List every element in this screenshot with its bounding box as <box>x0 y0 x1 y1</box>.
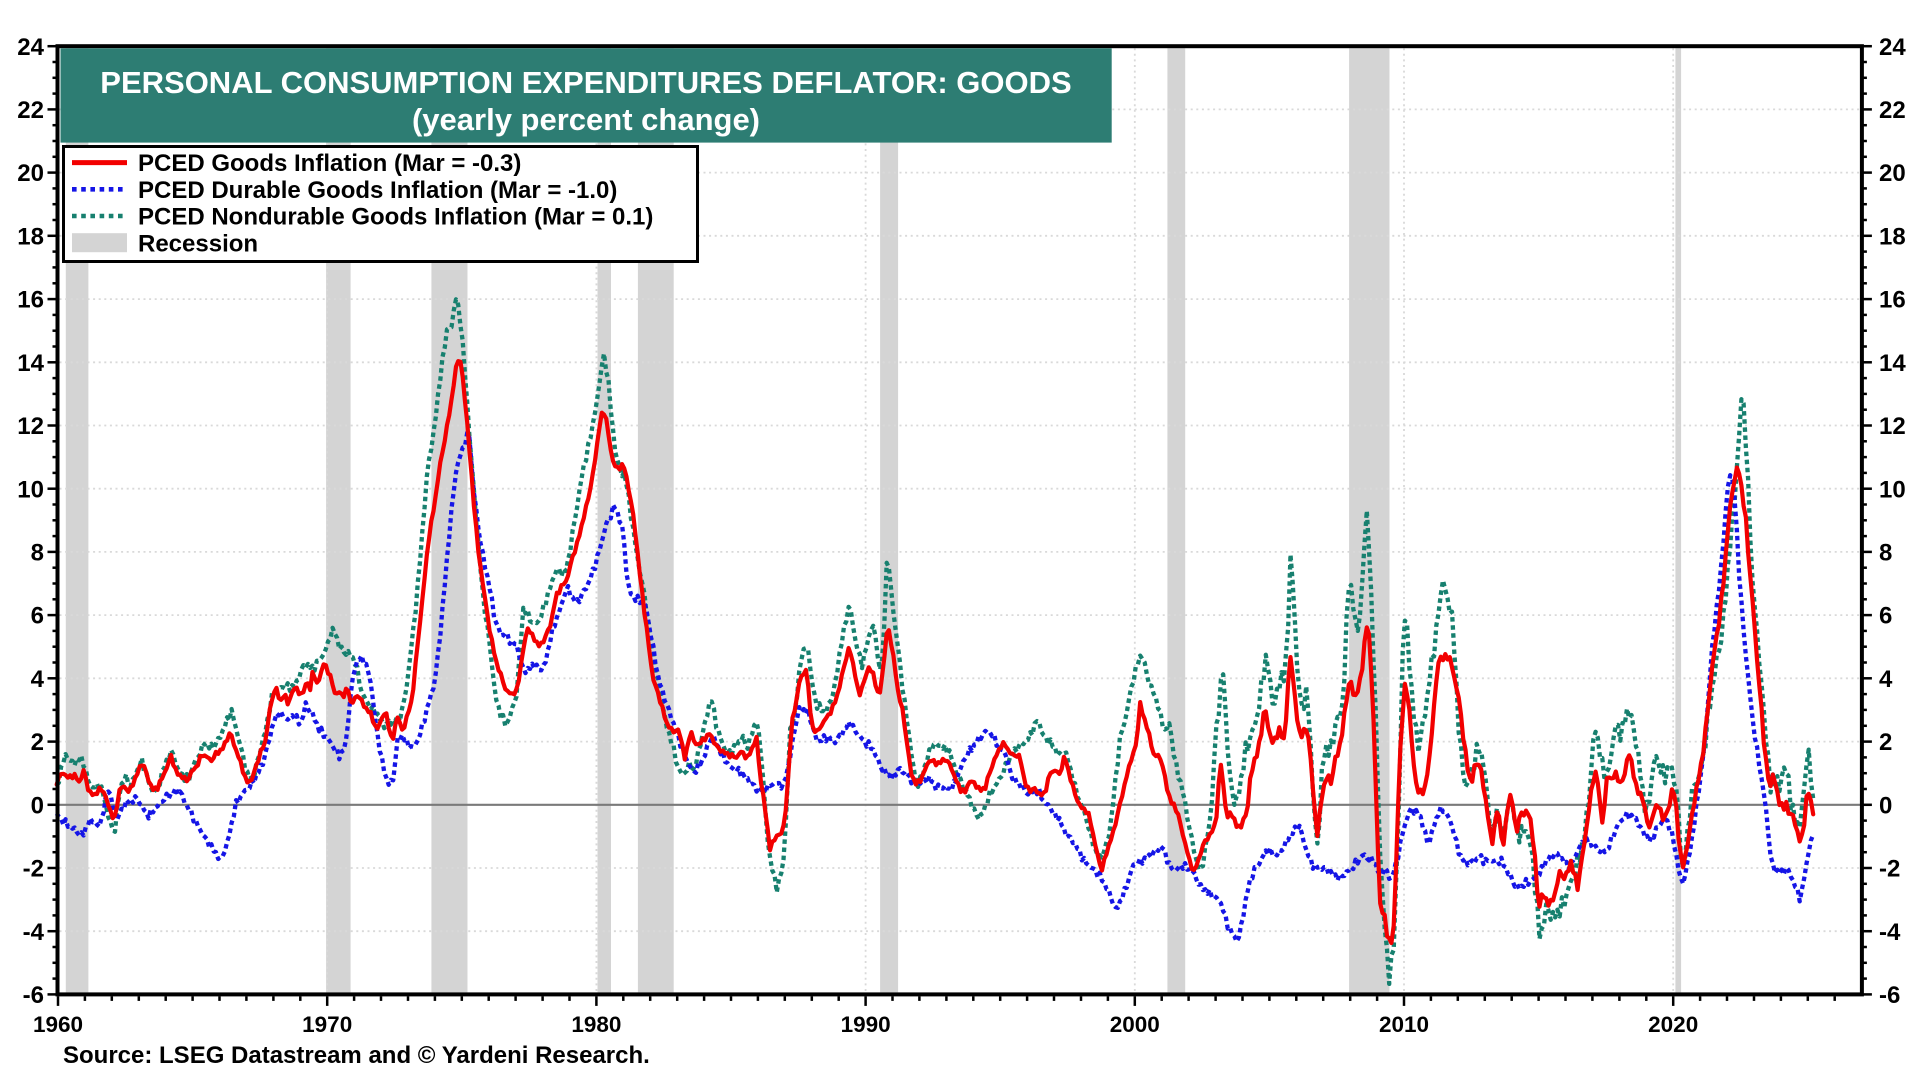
svg-text:8: 8 <box>1879 540 1892 567</box>
svg-text:4: 4 <box>1879 666 1893 693</box>
svg-text:14: 14 <box>17 350 44 377</box>
svg-text:16: 16 <box>17 287 44 314</box>
svg-text:PCED Durable Goods Inflation (: PCED Durable Goods Inflation (Mar = -1.0… <box>138 177 617 204</box>
svg-text:2: 2 <box>31 729 44 756</box>
svg-text:22: 22 <box>1879 97 1906 124</box>
svg-text:20: 20 <box>17 160 44 187</box>
svg-text:18: 18 <box>17 223 44 250</box>
svg-text:10: 10 <box>1879 476 1906 503</box>
svg-text:4: 4 <box>31 666 45 693</box>
svg-text:Source: LSEG Datastream and ©: Source: LSEG Datastream and © Yardeni Re… <box>63 1042 650 1069</box>
svg-text:-2: -2 <box>23 856 44 883</box>
svg-text:PCED Nondurable Goods Inflatio: PCED Nondurable Goods Inflation (Mar = 0… <box>138 204 653 231</box>
svg-text:14: 14 <box>1879 350 1906 377</box>
svg-text:8: 8 <box>31 540 44 567</box>
svg-text:20: 20 <box>1879 160 1906 187</box>
svg-text:-4: -4 <box>23 919 45 946</box>
svg-text:10: 10 <box>17 476 44 503</box>
svg-text:22: 22 <box>17 97 44 124</box>
svg-text:2000: 2000 <box>1110 1012 1160 1037</box>
svg-text:12: 12 <box>17 413 44 440</box>
svg-text:1970: 1970 <box>302 1012 352 1037</box>
svg-text:6: 6 <box>1879 603 1892 630</box>
svg-text:Recession: Recession <box>138 230 258 257</box>
svg-text:16: 16 <box>1879 287 1906 314</box>
svg-text:1990: 1990 <box>841 1012 891 1037</box>
svg-text:6: 6 <box>31 603 44 630</box>
svg-text:-6: -6 <box>1879 982 1900 1009</box>
svg-text:2020: 2020 <box>1648 1012 1698 1037</box>
svg-text:1960: 1960 <box>33 1012 83 1037</box>
svg-text:(yearly percent change): (yearly percent change) <box>412 102 760 137</box>
svg-text:PCED Goods Inflation (Mar = -0: PCED Goods Inflation (Mar = -0.3) <box>138 150 521 177</box>
svg-text:PERSONAL CONSUMPTION EXPENDITU: PERSONAL CONSUMPTION EXPENDITURES DEFLAT… <box>100 65 1071 100</box>
svg-text:24: 24 <box>1879 34 1906 61</box>
svg-text:2: 2 <box>1879 729 1892 756</box>
svg-text:18: 18 <box>1879 223 1906 250</box>
svg-text:24: 24 <box>17 34 44 61</box>
svg-text:0: 0 <box>1879 792 1892 819</box>
svg-text:1980: 1980 <box>571 1012 621 1037</box>
svg-text:2010: 2010 <box>1379 1012 1429 1037</box>
svg-text:0: 0 <box>31 792 44 819</box>
svg-text:-2: -2 <box>1879 856 1900 883</box>
svg-text:-6: -6 <box>23 982 44 1009</box>
svg-text:-4: -4 <box>1879 919 1901 946</box>
svg-text:12: 12 <box>1879 413 1906 440</box>
